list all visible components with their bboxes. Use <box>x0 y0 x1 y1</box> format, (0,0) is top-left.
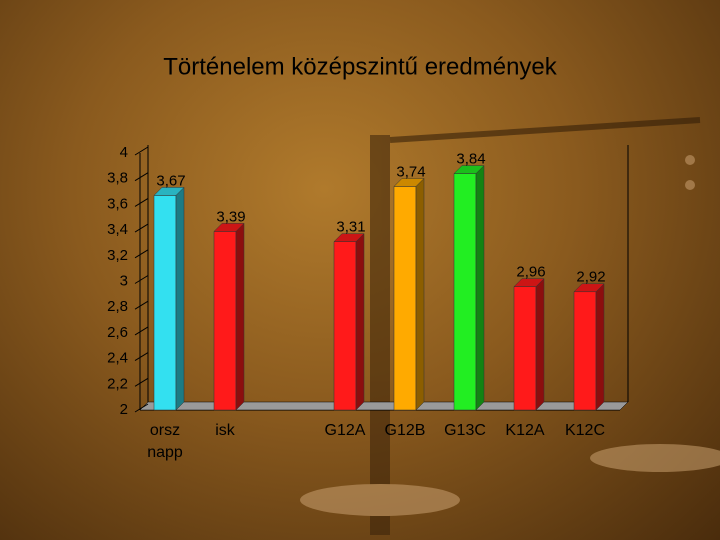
y-tick <box>134 146 149 156</box>
y-tick-label: 3,6 <box>107 195 128 212</box>
bar <box>333 233 365 411</box>
bar-face <box>393 178 425 187</box>
bar-face <box>453 165 485 174</box>
y-tick-label: 3,2 <box>107 247 128 264</box>
bar-face <box>535 278 545 411</box>
floor <box>139 401 629 411</box>
bar-face <box>475 164 485 411</box>
x-tick-label: isk <box>215 422 235 439</box>
bar-face <box>153 195 177 411</box>
y-tick <box>134 300 149 310</box>
x-tick-label: G13C <box>444 422 486 439</box>
y-tick-label: 4 <box>120 144 128 161</box>
y-tick <box>134 352 149 362</box>
bar-face <box>573 291 597 411</box>
bar <box>153 186 185 411</box>
bar <box>513 278 545 411</box>
y-tick-label: 2,4 <box>107 350 128 367</box>
bar <box>213 222 245 411</box>
bar-face <box>333 233 365 242</box>
bar-face <box>175 186 185 411</box>
y-tick-label: 3,4 <box>107 221 128 238</box>
y-tick <box>134 403 149 413</box>
y-tick-label: 2,8 <box>107 298 128 315</box>
bar-face <box>153 187 185 196</box>
y-tick <box>134 249 149 259</box>
value-label: 3,67 <box>156 172 185 189</box>
bar-face <box>513 286 537 411</box>
bar <box>573 283 605 411</box>
bar <box>393 177 425 411</box>
bar-face <box>333 241 357 411</box>
scale-decoration <box>300 117 720 535</box>
value-label: 3,39 <box>216 208 245 225</box>
y-tick <box>134 172 149 182</box>
bar-face <box>355 233 365 411</box>
y-tick <box>134 275 149 284</box>
value-label: 3,31 <box>336 219 365 236</box>
y-tick-label: 2 <box>120 401 128 418</box>
bar-face <box>415 177 425 411</box>
y-tick-label: 3 <box>120 272 128 289</box>
bar-face <box>453 173 477 411</box>
chart-title: Történelem középszintű eredmények <box>163 53 558 80</box>
value-label: 3,74 <box>396 163 425 180</box>
value-label: 3,84 <box>456 151 485 168</box>
y-tick <box>134 326 149 336</box>
bar-face <box>213 223 245 232</box>
y-tick <box>134 197 149 207</box>
x-tick-label: G12A <box>324 422 366 439</box>
y-tick <box>134 223 149 233</box>
y-tick <box>134 377 149 387</box>
bar-face <box>393 186 417 411</box>
x-tick-label: orsz napp <box>147 422 183 461</box>
bar-face <box>513 278 545 287</box>
x-tick-label: K12A <box>505 422 545 439</box>
value-label: 2,92 <box>576 269 605 286</box>
bar-face <box>235 222 245 411</box>
y-tick-label: 2,6 <box>107 324 128 341</box>
bar <box>453 164 485 411</box>
y-tick-label: 3,8 <box>107 170 128 187</box>
x-tick-label: G12B <box>384 422 426 439</box>
value-label: 2,96 <box>516 264 545 281</box>
bar-face <box>213 231 237 411</box>
y-tick-label: 2,2 <box>107 375 128 392</box>
bar-face <box>573 283 605 293</box>
bar-face <box>595 283 605 411</box>
x-tick-label: K12C <box>564 422 606 439</box>
